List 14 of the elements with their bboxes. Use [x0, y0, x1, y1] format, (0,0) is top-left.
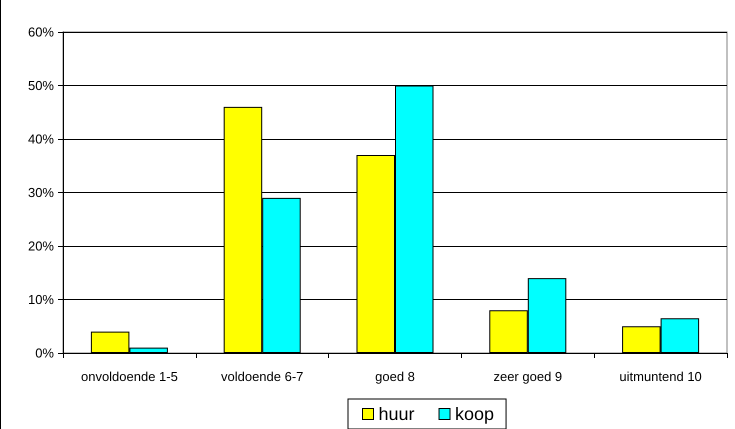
- legend-label: koop: [455, 404, 494, 424]
- y-tick-label: 20%: [28, 238, 54, 254]
- y-tick-label: 40%: [28, 132, 54, 146]
- y-tick-label: 30%: [28, 185, 54, 200]
- y-tick-label: 0%: [35, 346, 54, 360]
- y-tick-label: 60%: [28, 24, 54, 40]
- legend-label: huur: [378, 404, 415, 424]
- x-tick-label: onvoldoende 1-5: [80, 369, 178, 384]
- x-tick-label: zeer goed 9: [493, 369, 562, 384]
- y-tick-label: 10%: [28, 292, 54, 307]
- x-tick-label: goed 8: [375, 369, 415, 384]
- x-tick-label: voldoende 6-7: [220, 369, 304, 384]
- y-tick-label: 50%: [28, 78, 54, 93]
- x-tick-label: uitmuntend 10: [619, 369, 702, 384]
